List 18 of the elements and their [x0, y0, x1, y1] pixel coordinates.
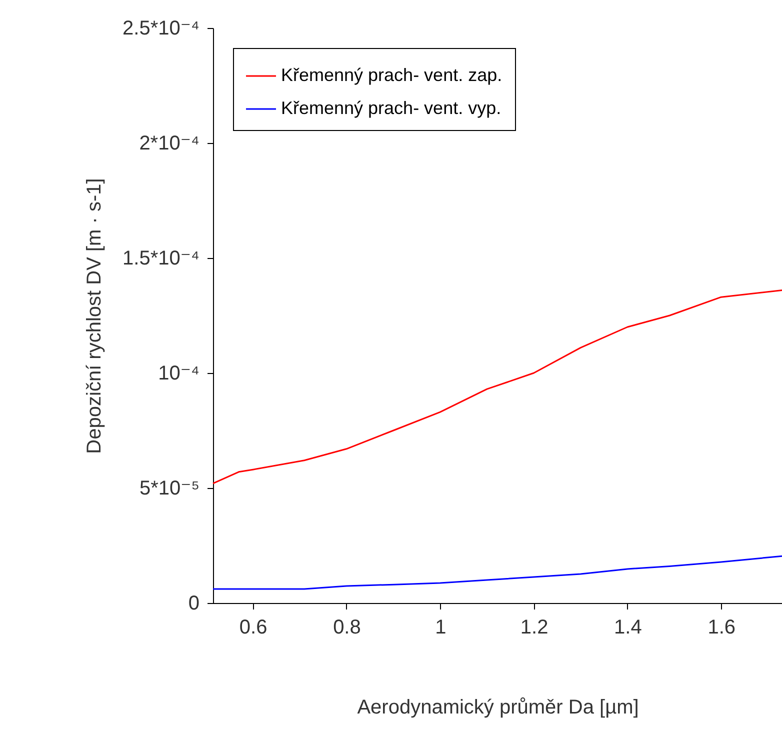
x-tick-label: 1.4	[614, 616, 642, 638]
y-tick-label: 0	[188, 592, 200, 614]
y-tick-label: 1.5*10⁻⁴	[122, 248, 200, 270]
legend-label: Křemenný prach- vent. vyp.	[281, 98, 502, 118]
y-tick-label: 2.5*10⁻⁴	[122, 18, 200, 40]
y-tick-label: 10⁻⁴	[158, 362, 200, 384]
x-axis-title: Aerodynamický průměr Da [µm]	[357, 696, 639, 718]
x-tick-label: 0.8	[333, 616, 361, 638]
line-series	[212, 289, 782, 484]
x-tick-label: 1	[435, 616, 446, 638]
x-tick-label: 1.2	[520, 616, 548, 638]
y-tick-label: 5*10⁻⁵	[140, 478, 200, 500]
legend-label: Křemenný prach- vent. zap.	[281, 65, 502, 85]
x-tick-label: 1.6	[708, 616, 736, 638]
y-tick-label: 2*10⁻⁴	[139, 132, 200, 154]
line-series	[212, 555, 782, 590]
y-axis-title: Depoziční rychlost DV [m · s-1]	[84, 178, 106, 454]
x-tick-label: 0.6	[239, 616, 268, 638]
